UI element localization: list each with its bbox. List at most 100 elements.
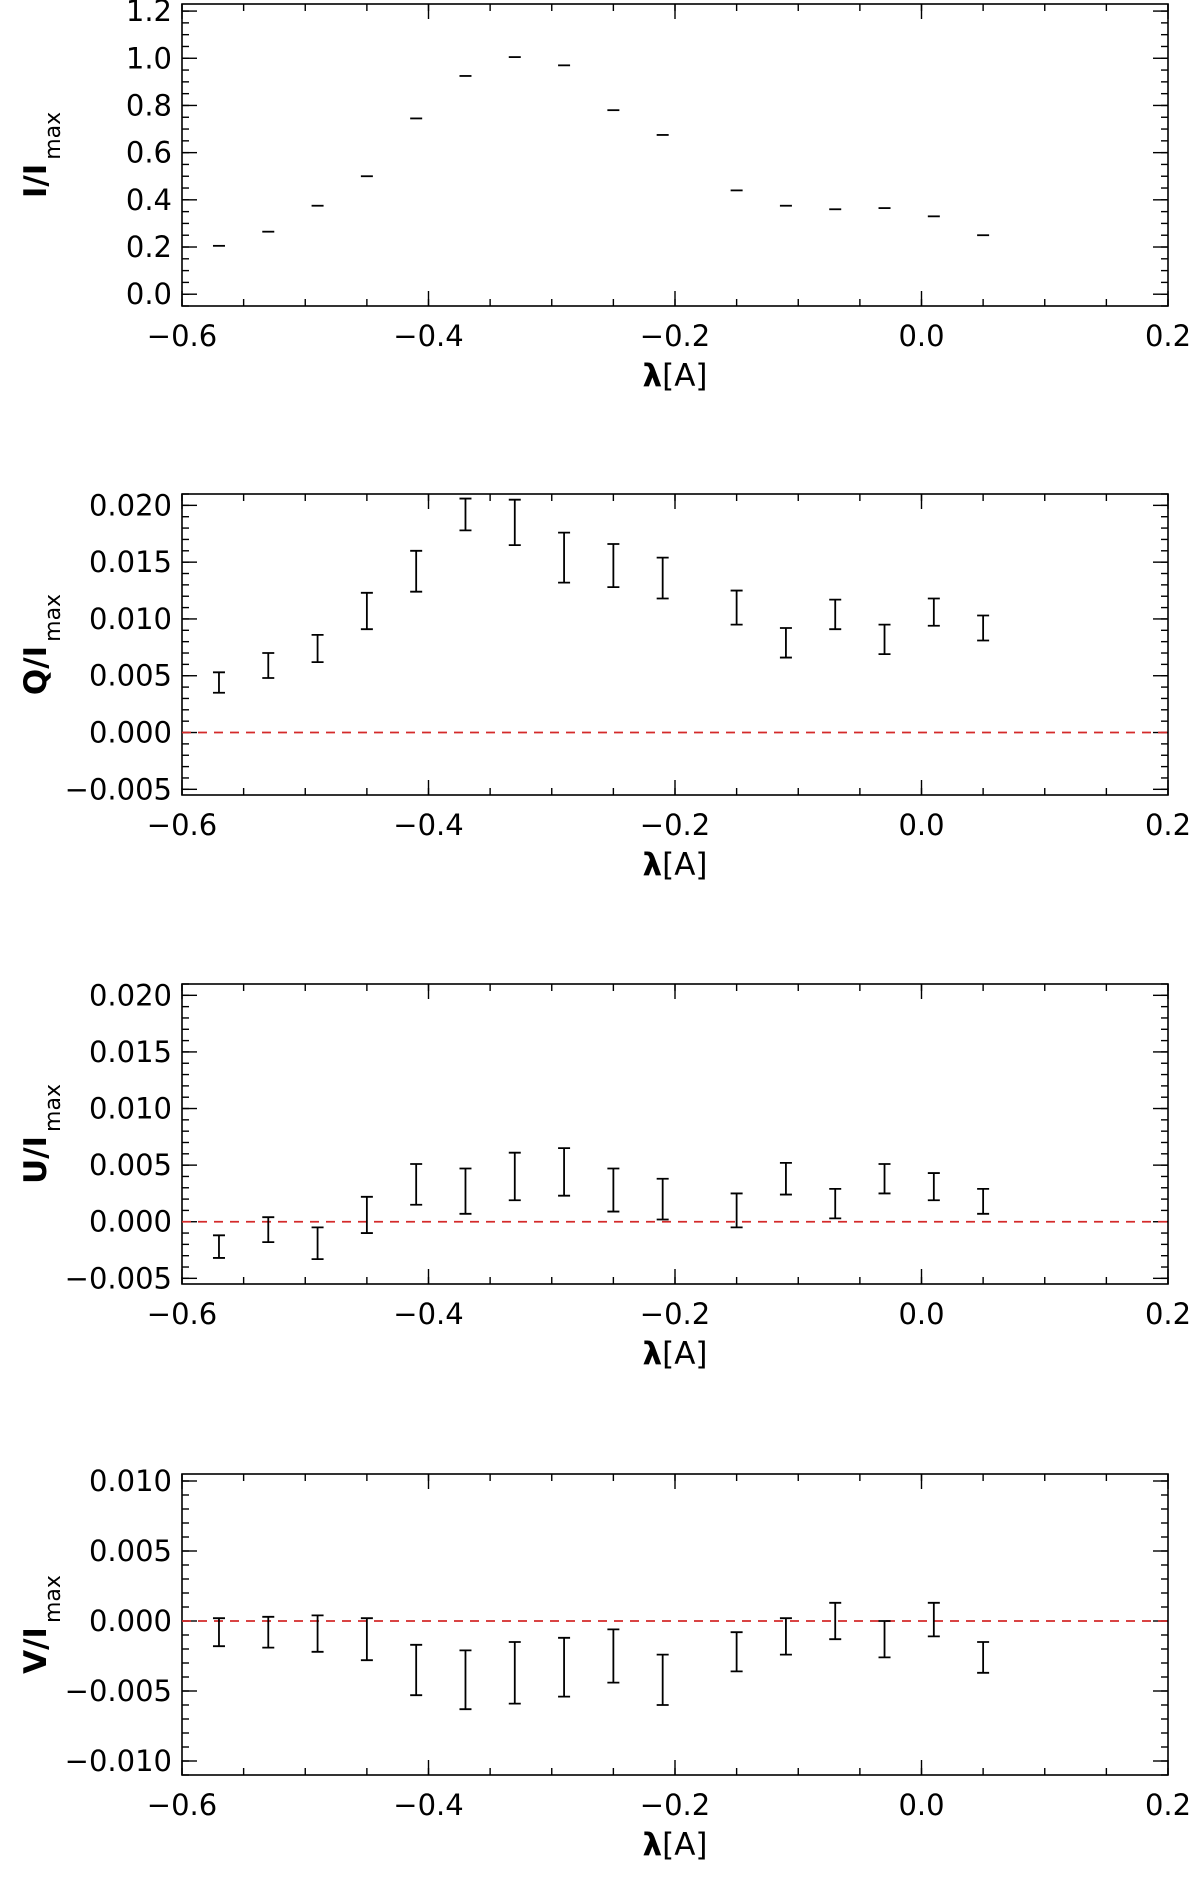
x-tick-label: 0.2 (1145, 808, 1191, 842)
data-point-errorbar (730, 1631, 743, 1673)
data-point-errorbar (927, 1601, 940, 1638)
data-point-errorbar (212, 1617, 225, 1648)
y-axis-title-subscript: max (41, 1575, 66, 1623)
panel-v: −0.6 −0.4 −0.2 0.0 0.2 −0.010 −0.005 0.000 0.005… (18, 1464, 1191, 1863)
y-tick-label: 0.000 (89, 1604, 172, 1638)
data-point-errorbar (410, 1163, 423, 1206)
data-point-errorbar (459, 497, 472, 532)
x-axis-title: λ[A] (642, 1336, 707, 1372)
x-tick-label: −0.4 (393, 1297, 463, 1331)
y-tick-label: 0.015 (89, 545, 172, 579)
x-axis-title-unit: [A] (662, 847, 707, 883)
data-point-errorbar (459, 1167, 472, 1215)
y-tick-label: 0.000 (89, 1205, 172, 1239)
x-tick-label: 0.0 (898, 1788, 944, 1822)
data-point-errorbar (459, 1649, 472, 1711)
data-point-errorbar (212, 671, 225, 694)
x-tick-label: −0.2 (640, 319, 710, 353)
data-point-errorbar (360, 1195, 373, 1234)
x-axis-title-symbol: λ (642, 847, 662, 883)
data-point-errorbar (360, 1617, 373, 1662)
data-point-errorbar (262, 1216, 275, 1244)
data-point-errorbar (508, 1641, 521, 1705)
data-point-errorbar (878, 1163, 891, 1195)
plot-frame (181, 3, 1169, 307)
x-axis-title-symbol: λ (642, 358, 662, 394)
data-point-errorbar (410, 1643, 423, 1697)
x-tick-label: 0.0 (898, 1297, 944, 1331)
y-tick-label: 0.6 (126, 136, 172, 170)
y-tick-label: 1.0 (126, 41, 172, 75)
panel-i: −0.6 −0.4 −0.2 0.0 0.2 0.0 0.2 0.4 0.6 0.8 1.0 1.2 λ… (18, 0, 1191, 394)
x-tick-label: −0.2 (640, 1788, 710, 1822)
y-axis-title: V/I max (18, 1575, 66, 1674)
data-point-errorbar (779, 1617, 792, 1656)
x-tick-label: −0.6 (147, 808, 217, 842)
x-tick-label: −0.2 (640, 1297, 710, 1331)
data-point-errorbar (730, 1192, 743, 1229)
y-axis-title: U/I max (18, 1084, 66, 1184)
data-point-errorbar (927, 597, 940, 627)
data-point-errorbar (558, 1636, 571, 1698)
x-tick-label: 0.0 (898, 319, 944, 353)
data-point-errorbar (558, 1147, 571, 1197)
x-tick-label: −0.2 (640, 808, 710, 842)
plot-frame (181, 983, 1169, 1285)
y-tick-label: 0.005 (89, 659, 172, 693)
x-axis-title: λ[A] (642, 847, 707, 883)
x-tick-label: 0.2 (1145, 1297, 1191, 1331)
y-tick-label: 0.8 (126, 88, 172, 122)
y-tick-label: 0.4 (126, 183, 172, 217)
data-point-errorbar (656, 1653, 669, 1706)
x-axis-title: λ[A] (642, 358, 707, 394)
y-tick-label: 1.2 (126, 0, 172, 28)
data-point-errorbar (779, 1161, 792, 1196)
x-axis-title-unit: [A] (662, 358, 707, 394)
x-tick-label: 0.2 (1145, 319, 1191, 353)
data-point-errorbar (977, 1641, 990, 1674)
y-tick-label: 0.010 (89, 1092, 172, 1126)
y-axis-title-main: V/I (18, 1627, 54, 1674)
data-point-errorbar (262, 1615, 275, 1649)
panel-u: −0.6 −0.4 −0.2 0.0 0.2 −0.005 0.000 0.005 0.010 0… (18, 978, 1191, 1372)
x-tick-label: −0.4 (393, 808, 463, 842)
data-point-errorbar (977, 1188, 990, 1215)
x-tick-label: 0.2 (1145, 1788, 1191, 1822)
data-point-errorbar (656, 556, 669, 600)
x-tick-label: −0.6 (147, 1788, 217, 1822)
y-tick-label: 0.000 (89, 716, 172, 750)
plot-frame (181, 1473, 1169, 1776)
data-point-errorbar (779, 627, 792, 659)
x-tick-label: −0.4 (393, 319, 463, 353)
y-tick-label: 0.010 (89, 1464, 172, 1498)
y-tick-label: −0.010 (65, 1744, 172, 1778)
x-axis-title-unit: [A] (662, 1827, 707, 1863)
data-point-errorbar (607, 543, 620, 589)
y-axis-title-subscript: max (41, 594, 66, 642)
x-tick-label: −0.6 (147, 319, 217, 353)
y-tick-label: 0.015 (89, 1035, 172, 1069)
y-tick-label: −0.005 (65, 1261, 172, 1295)
data-point-errorbar (878, 1620, 891, 1659)
x-axis-title-symbol: λ (642, 1336, 662, 1372)
y-axis-title-subscript: max (41, 112, 66, 160)
data-point-errorbar (656, 1177, 669, 1221)
panel-q: −0.6 −0.4 −0.2 0.0 0.2 −0.005 0.000 0.005 0.010 0… (18, 488, 1191, 883)
data-point-errorbar (607, 1628, 620, 1684)
data-point-errorbar (558, 531, 571, 584)
x-tick-label: −0.4 (393, 1788, 463, 1822)
y-tick-label: 0.020 (89, 488, 172, 522)
data-point-errorbar (730, 589, 743, 626)
data-point-errorbar (508, 1151, 521, 1202)
data-point-errorbar (829, 1188, 842, 1220)
y-axis-title: Q/I max (18, 594, 66, 695)
data-point-errorbar (829, 1601, 842, 1641)
y-axis-title-main: U/I (18, 1136, 54, 1184)
y-axis-title: I/I max (18, 112, 66, 198)
data-point-errorbar (311, 1614, 324, 1653)
x-tick-label: 0.0 (898, 808, 944, 842)
plot-frame (181, 493, 1169, 796)
y-tick-label: −0.005 (65, 1674, 172, 1708)
data-point-errorbar (508, 498, 521, 547)
